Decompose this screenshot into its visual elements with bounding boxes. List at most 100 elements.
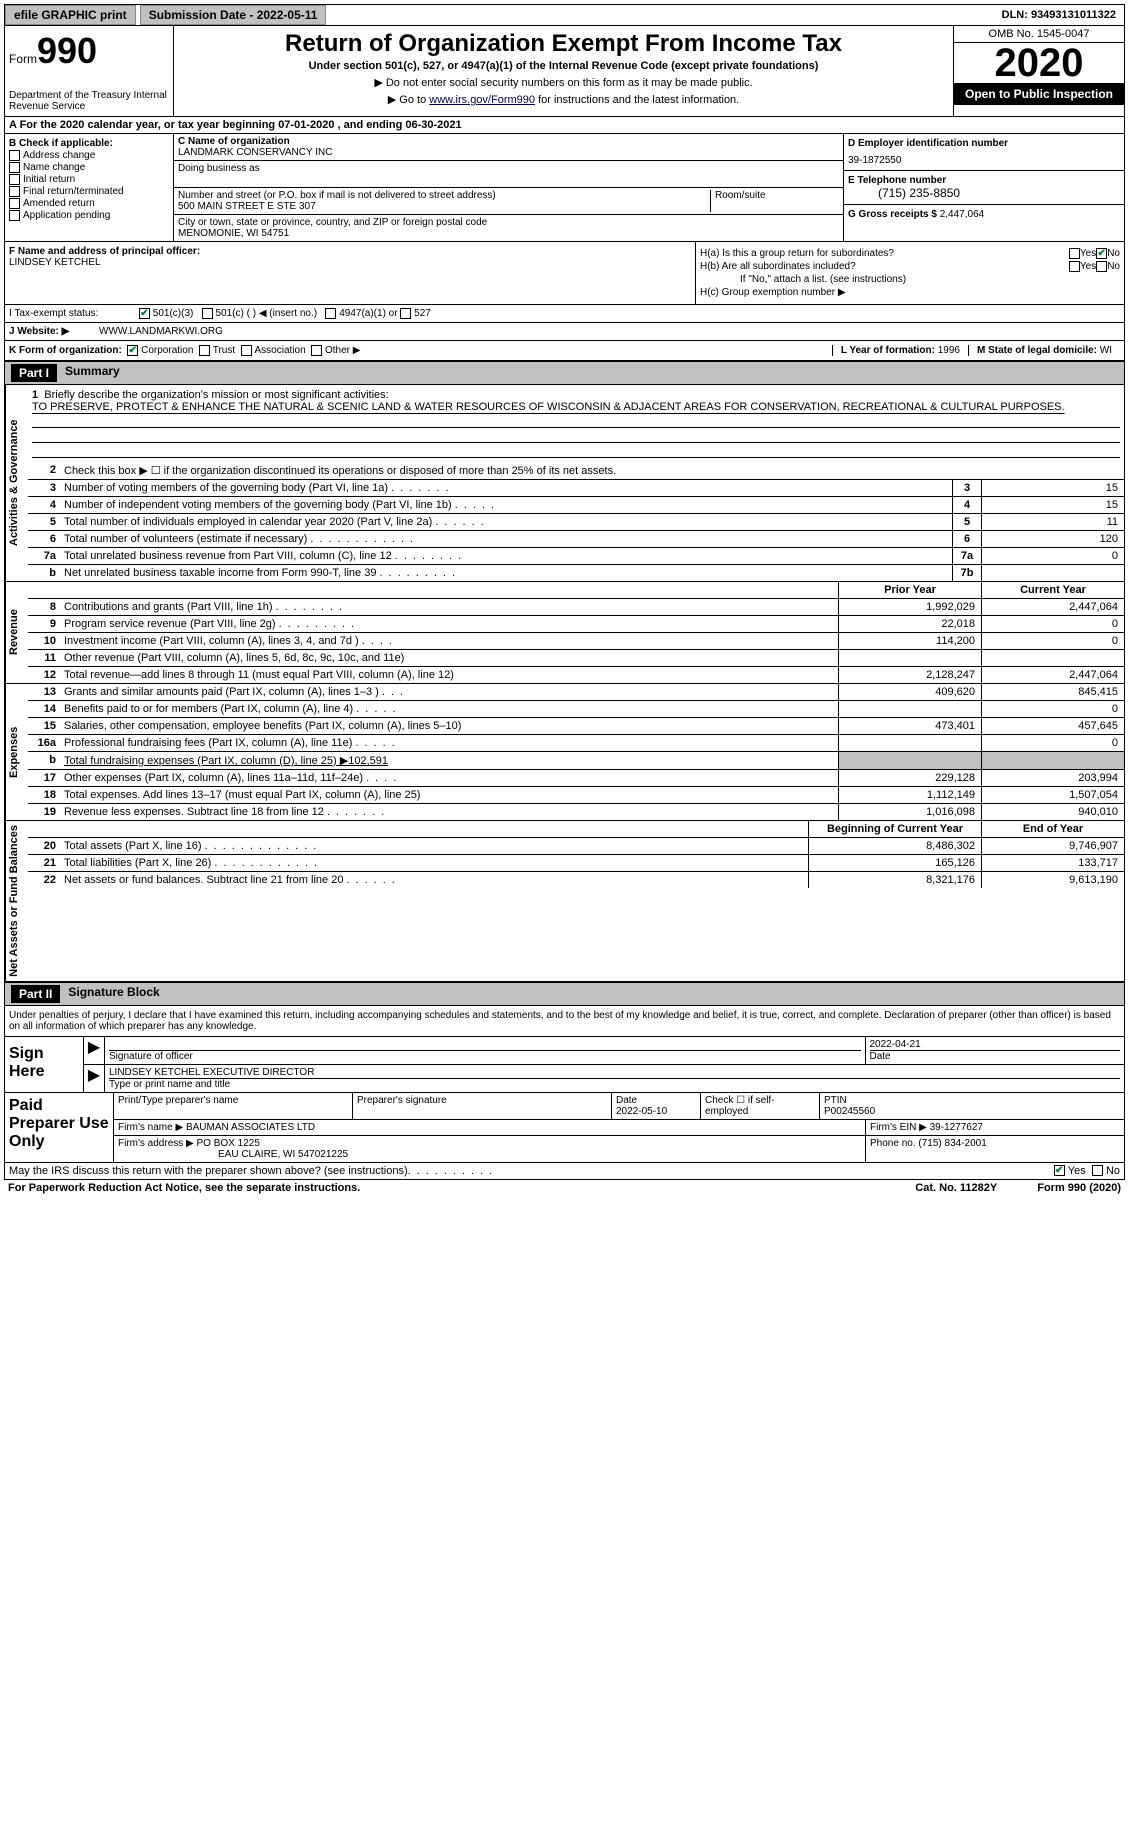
boy-eoy-header: Beginning of Current YearEnd of Year	[28, 821, 1124, 838]
officer-label: F Name and address of principal officer:	[9, 246, 691, 257]
mission-text: TO PRESERVE, PROTECT & ENHANCE THE NATUR…	[32, 401, 1065, 413]
line-15: 15Salaries, other compensation, employee…	[28, 718, 1124, 735]
ha-no-check[interactable]: ✔	[1096, 248, 1107, 259]
hb-no-label: No	[1107, 261, 1120, 272]
addr-change-label: Address change	[23, 150, 95, 161]
pra-notice: For Paperwork Reduction Act Notice, see …	[8, 1182, 360, 1194]
ptin-value: P00245560	[824, 1106, 875, 1117]
line-22: 22Net assets or fund balances. Subtract …	[28, 872, 1124, 888]
instr-line1: ▶ Do not enter social security numbers o…	[178, 76, 949, 89]
trust-check[interactable]	[199, 345, 210, 356]
name-change-check[interactable]: Name change	[9, 162, 169, 173]
addr-value: 500 MAIN STREET E STE 307	[178, 201, 710, 212]
py-cy-header: Prior YearCurrent Year	[28, 582, 1124, 599]
subtitle: Under section 501(c), 527, or 4947(a)(1)…	[178, 60, 949, 72]
box-h: H(a) Is this a group return for subordin…	[696, 242, 1124, 304]
initial-check[interactable]: Initial return	[9, 174, 169, 185]
form-header: Form990 Department of the Treasury Inter…	[4, 26, 1125, 117]
org-name-row: C Name of organization LANDMARK CONSERVA…	[174, 134, 843, 161]
year-formation: L Year of formation: 1996	[832, 345, 968, 356]
prep-row-3: Firm's address ▶ PO BOX 1225EAU CLAIRE, …	[114, 1136, 1124, 1162]
ha-yes-check[interactable]	[1069, 248, 1080, 259]
line-11: 11Other revenue (Part VIII, column (A), …	[28, 650, 1124, 667]
netassets-vert-label: Net Assets or Fund Balances	[5, 821, 28, 981]
final-label: Final return/terminated	[23, 186, 124, 197]
instr2-pre: ▶ Go to	[388, 94, 429, 106]
prep-self-employed[interactable]: Check ☐ if self-employed	[701, 1093, 820, 1119]
efile-print-button[interactable]: efile GRAPHIC print	[5, 5, 136, 25]
527-check[interactable]	[400, 308, 411, 319]
name-title-label: Type or print name and title	[109, 1078, 1120, 1090]
tax-status-label: I Tax-exempt status:	[9, 308, 139, 319]
lm-cells: L Year of formation: 1996 M State of leg…	[832, 345, 1120, 356]
discuss-row: May the IRS discuss this return with the…	[4, 1163, 1125, 1180]
4947-label: 4947(a)(1) or	[339, 308, 397, 319]
website-url[interactable]: WWW.LANDMARKWI.ORG	[99, 326, 223, 337]
officer-name: LINDSEY KETCHEL	[9, 257, 691, 268]
submission-date-label: Submission Date - 2022-05-11	[140, 5, 327, 25]
footer: For Paperwork Reduction Act Notice, see …	[4, 1180, 1125, 1196]
corp-check[interactable]: ✔	[127, 345, 138, 356]
row-k: K Form of organization: ✔ Corporation Tr…	[4, 341, 1125, 361]
sign-here-section: Sign Here ▶ Signature of officer 2022-04…	[4, 1036, 1125, 1093]
dba-label: Doing business as	[178, 163, 839, 174]
line-9: 9Program service revenue (Part VIII, lin…	[28, 616, 1124, 633]
section-bc: B Check if applicable: Address change Na…	[4, 134, 1125, 242]
prep-row-1: Print/Type preparer's name Preparer's si…	[114, 1093, 1124, 1120]
topbar: efile GRAPHIC print Submission Date - 20…	[4, 4, 1125, 26]
instructions-link[interactable]: www.irs.gov/Form990	[429, 94, 535, 106]
line2-text: Check this box ▶ ☐ if the organization d…	[60, 462, 1124, 479]
revenue-vert-label: Revenue	[5, 582, 28, 683]
row-a-period: A For the 2020 calendar year, or tax yea…	[4, 117, 1125, 134]
hc-label: H(c) Group exemption number ▶	[700, 287, 846, 298]
501c3-label: 501(c)(3)	[153, 308, 194, 319]
form-num: 990	[37, 30, 97, 71]
hb-note: If "No," attach a list. (see instruction…	[740, 274, 1120, 285]
501c3-check[interactable]: ✔	[139, 308, 150, 319]
amended-check[interactable]: Amended return	[9, 198, 169, 209]
prep-name-label: Print/Type preparer's name	[114, 1093, 353, 1119]
dept-label: Department of the Treasury Internal Reve…	[9, 90, 169, 112]
hb-yes-check[interactable]	[1069, 261, 1080, 272]
row-j: J Website: ▶ WWW.LANDMARKWI.ORG	[5, 323, 1124, 340]
ha-no-label: No	[1107, 248, 1120, 259]
part2-header: Part II Signature Block	[4, 982, 1125, 1006]
firm-city-value: EAU CLAIRE, WI 547021225	[218, 1149, 348, 1160]
box-b: B Check if applicable: Address change Na…	[5, 134, 174, 241]
final-check[interactable]: Final return/terminated	[9, 186, 169, 197]
org-name-label: C Name of organization	[178, 136, 839, 147]
firm-phone-value: (715) 834-2001	[918, 1138, 986, 1149]
signature-intro: Under penalties of perjury, I declare th…	[4, 1006, 1125, 1036]
phone-value: (715) 235-8850	[878, 186, 1120, 200]
form-header-mid: Return of Organization Exempt From Incom…	[174, 26, 953, 116]
box-c: C Name of organization LANDMARK CONSERVA…	[174, 134, 843, 241]
activities-section: Activities & Governance 1 Briefly descri…	[4, 385, 1125, 582]
form-header-left: Form990 Department of the Treasury Inter…	[5, 26, 174, 116]
line-17: 17Other expenses (Part IX, column (A), l…	[28, 770, 1124, 787]
expenses-section: Expenses 13Grants and similar amounts pa…	[4, 684, 1125, 821]
instr-line2: ▶ Go to www.irs.gov/Form990 for instruct…	[178, 93, 949, 106]
527-label: 527	[414, 308, 431, 319]
ha-label: H(a) Is this a group return for subordin…	[700, 248, 1069, 259]
discuss-yes-check[interactable]: ✔	[1054, 1165, 1065, 1176]
part1-title: Summary	[57, 364, 120, 382]
part2-title: Signature Block	[60, 985, 159, 1003]
line-2: 2 Check this box ▶ ☐ if the organization…	[28, 462, 1124, 480]
gross-receipts-row: G Gross receipts $ 2,447,064	[844, 205, 1124, 224]
city-value: MENOMONIE, WI 54751	[178, 228, 839, 239]
assoc-check[interactable]	[241, 345, 252, 356]
activities-vert-label: Activities & Governance	[5, 385, 28, 581]
hb-yes-label: Yes	[1080, 261, 1096, 272]
pending-check[interactable]: Application pending	[9, 210, 169, 221]
line-21: 21Total liabilities (Part X, line 26) ..…	[28, 855, 1124, 872]
ptin-label: PTIN	[824, 1095, 847, 1106]
4947-check[interactable]	[325, 308, 336, 319]
cat-number: Cat. No. 11282Y	[915, 1182, 997, 1194]
expenses-vert-label: Expenses	[5, 684, 28, 820]
addr-change-check[interactable]: Address change	[9, 150, 169, 161]
line-4: 4Number of independent voting members of…	[28, 497, 1124, 514]
hb-no-check[interactable]	[1096, 261, 1107, 272]
discuss-no-check[interactable]	[1092, 1165, 1103, 1176]
other-check[interactable]	[311, 345, 322, 356]
501c-check[interactable]	[202, 308, 213, 319]
